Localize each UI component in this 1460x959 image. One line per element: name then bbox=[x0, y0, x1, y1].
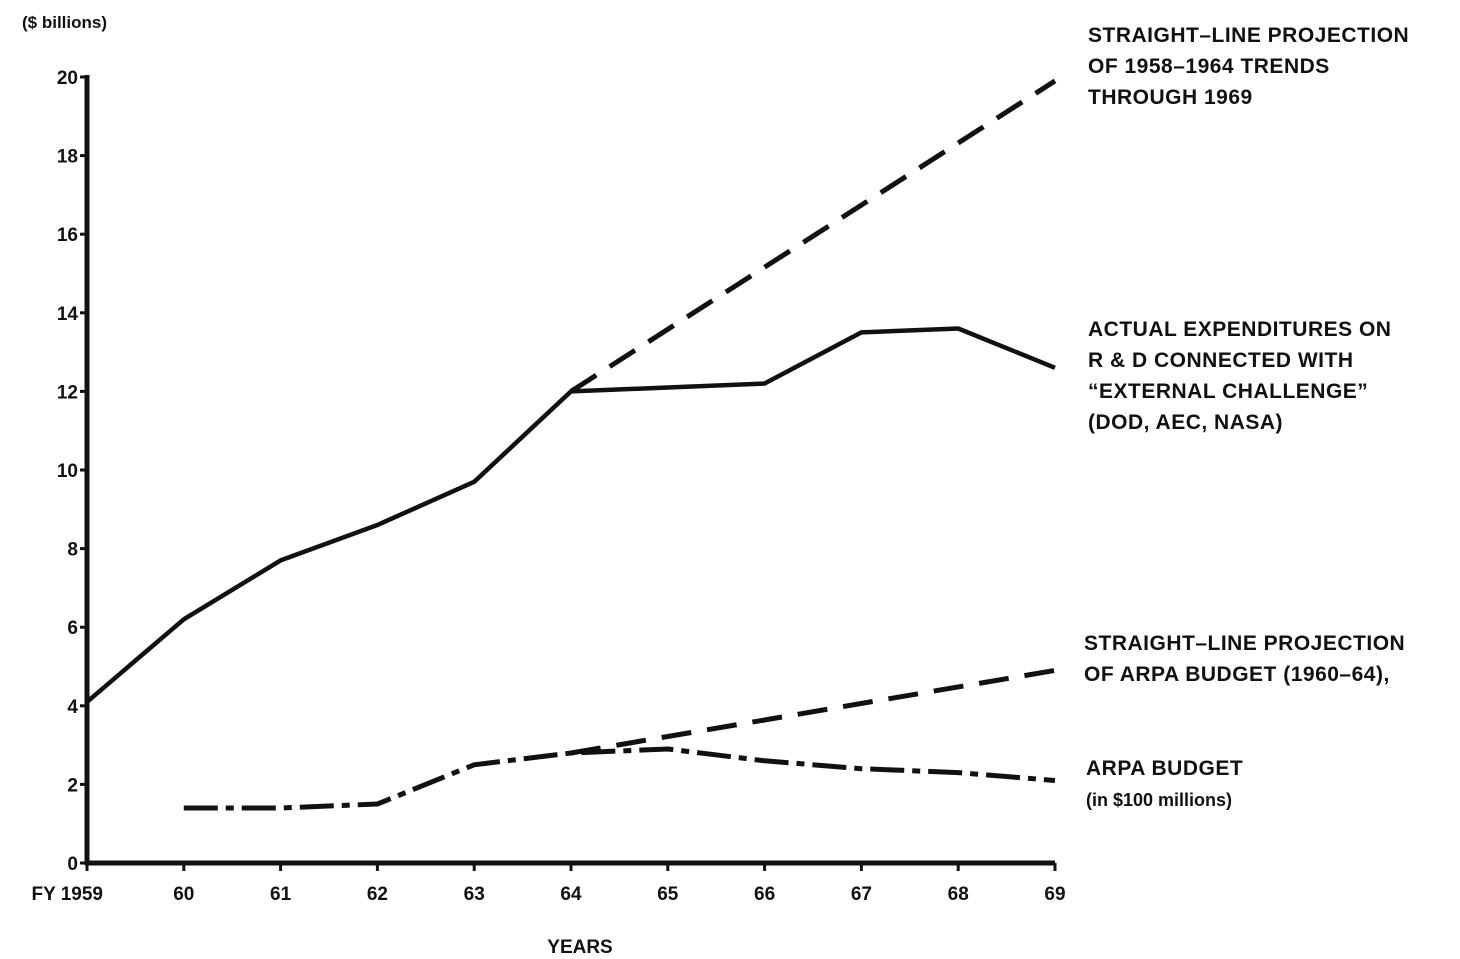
y-tick-label: 0 bbox=[67, 854, 78, 875]
x-tick-label: 63 bbox=[464, 884, 485, 905]
x-tick-label: 68 bbox=[948, 884, 969, 905]
y-tick-label: 2 bbox=[67, 775, 78, 796]
annotation-actual-expenditures-line: R & D CONNECTED WITH bbox=[1088, 349, 1354, 372]
annotation-actual-expenditures-line: (DOD, AEC, NASA) bbox=[1088, 411, 1283, 434]
x-tick-label: 65 bbox=[657, 884, 679, 905]
y-tick-label: 6 bbox=[67, 618, 78, 639]
x-tick-label: FY 1959 bbox=[32, 884, 103, 905]
x-tick-label: 64 bbox=[560, 884, 582, 905]
x-ticks: FY 1959 60 61 62 63 64 65 66 67 68 69 bbox=[32, 863, 1066, 905]
axes bbox=[84, 75, 1055, 866]
x-tick-label: 60 bbox=[173, 884, 194, 905]
annotation-projection-arpa-line: OF ARPA BUDGET (1960–64), bbox=[1084, 663, 1390, 686]
y-tick-label: 12 bbox=[57, 382, 78, 403]
annotation-actual-expenditures-line: “EXTERNAL CHALLENGE” bbox=[1088, 380, 1368, 403]
annotations: STRAIGHT–LINE PROJECTION OF 1958–1964 TRE… bbox=[1084, 24, 1409, 810]
y-tick-label: 10 bbox=[57, 461, 78, 482]
y-tick-label: 4 bbox=[67, 697, 78, 718]
y-tick-label: 20 bbox=[57, 68, 78, 89]
x-tick-label: 66 bbox=[754, 884, 775, 905]
annotation-projection-trend-line: STRAIGHT–LINE PROJECTION bbox=[1088, 24, 1409, 47]
y-tick-label: 16 bbox=[57, 225, 78, 246]
annotation-projection-arpa-line: STRAIGHT–LINE PROJECTION bbox=[1084, 632, 1405, 655]
x-tick-label: 69 bbox=[1044, 884, 1065, 905]
annotation-projection-trend-line: OF 1958–1964 TRENDS bbox=[1088, 55, 1330, 78]
series-line-projection-trend bbox=[569, 78, 1057, 394]
annotation-arpa-budget-line: ARPA BUDGET bbox=[1086, 757, 1243, 780]
x-tick-label: 67 bbox=[851, 884, 872, 905]
x-axis-label: YEARS bbox=[547, 937, 612, 958]
series-line-actual-expenditures bbox=[85, 326, 1056, 704]
y-ticks: 0 2 4 6 8 10 12 14 16 18 20 bbox=[57, 68, 87, 875]
y-tick-label: 18 bbox=[57, 147, 78, 168]
annotation-actual-expenditures-line: ACTUAL EXPENDITURES ON bbox=[1088, 318, 1391, 341]
annotation-arpa-budget-line: (in $100 millions) bbox=[1086, 790, 1232, 810]
annotation-projection-trend-line: THROUGH 1969 bbox=[1088, 86, 1253, 109]
x-tick-label: 61 bbox=[270, 884, 292, 905]
series-layer bbox=[85, 78, 1057, 811]
y-tick-label: 8 bbox=[67, 540, 78, 561]
y-tick-label: 14 bbox=[57, 304, 79, 325]
series-line-arpa-budget bbox=[183, 746, 1056, 811]
x-tick-label: 62 bbox=[367, 884, 388, 905]
series-line-projection-arpa bbox=[570, 667, 1056, 756]
y-axis-unit-label: ($ billions) bbox=[22, 13, 107, 32]
